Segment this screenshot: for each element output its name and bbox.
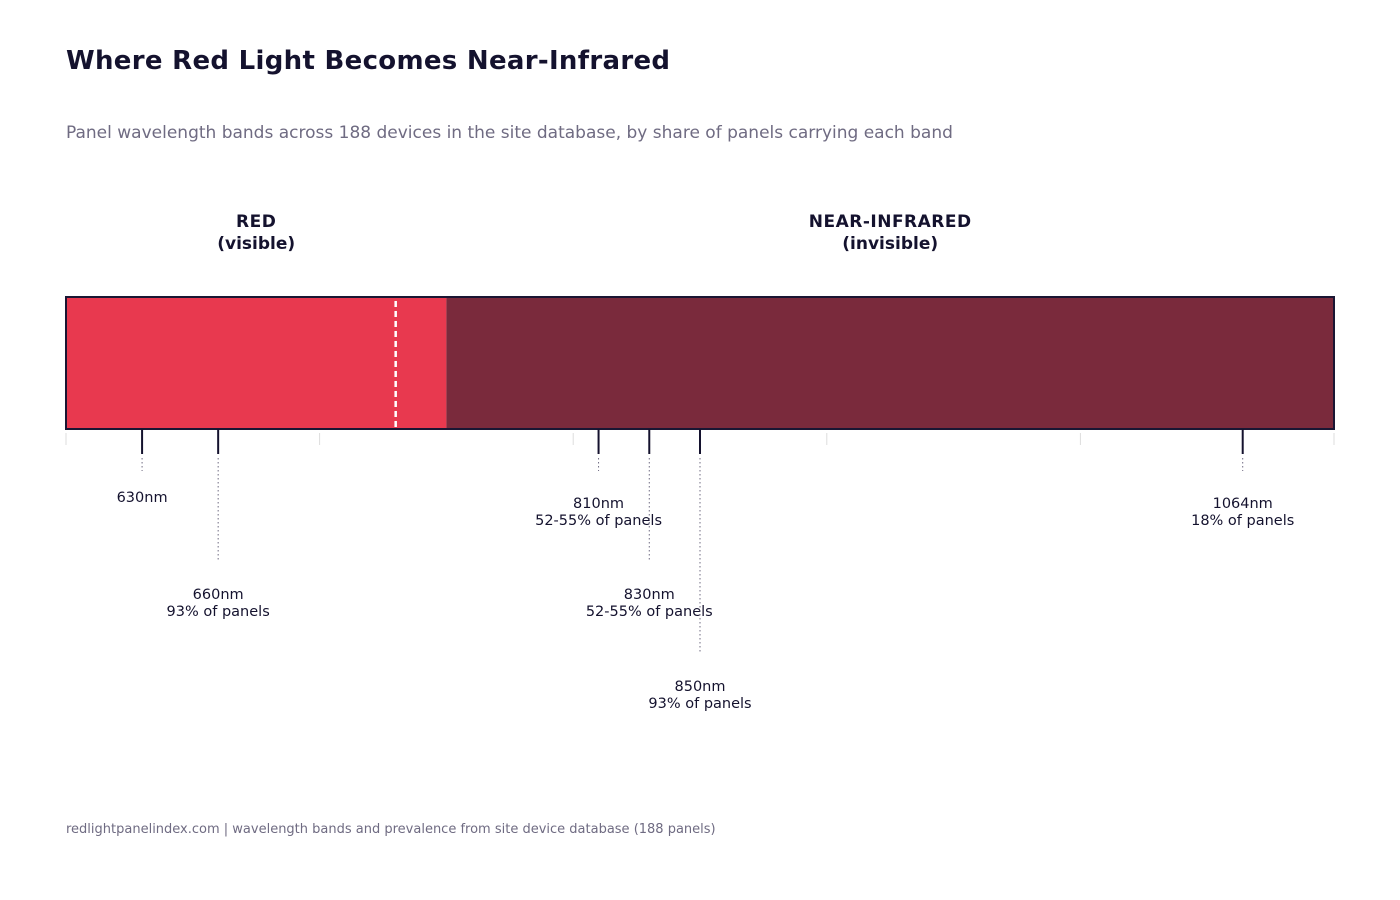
band-share-660: 93% of panels xyxy=(167,604,270,620)
chart-title: Where Red Light Becomes Near-Infrared xyxy=(66,46,671,76)
region-0-fill xyxy=(66,297,447,429)
band-label-660: 660nm xyxy=(193,587,244,603)
source-footer: redlightpanelindex.com | wavelength band… xyxy=(66,822,716,837)
band-share-850: 93% of panels xyxy=(648,696,751,712)
band-label-830: 830nm xyxy=(624,587,675,603)
band-label-1064: 1064nm xyxy=(1213,496,1273,512)
band-label-810: 810nm xyxy=(573,496,624,512)
region-1-sublabel: (invisible) xyxy=(842,234,938,254)
band-share-830: 52-55% of panels xyxy=(586,604,713,620)
chart-subtitle: Panel wavelength bands across 188 device… xyxy=(66,123,953,143)
band-share-1064: 18% of panels xyxy=(1191,513,1294,529)
region-1-label: NEAR-INFRARED xyxy=(809,212,972,232)
band-label-630: 630nm xyxy=(117,490,168,506)
band-label-850: 850nm xyxy=(675,679,726,695)
region-0-sublabel: (visible) xyxy=(217,234,295,254)
region-1-fill xyxy=(446,297,1334,429)
region-0-label: RED xyxy=(236,212,276,232)
band-share-810: 52-55% of panels xyxy=(535,513,662,529)
